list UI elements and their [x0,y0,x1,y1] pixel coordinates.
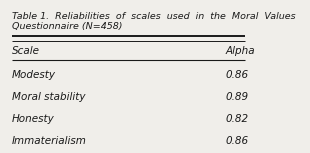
Text: Immaterialism: Immaterialism [11,136,86,146]
Text: 0.86: 0.86 [225,136,248,146]
Text: 0.86: 0.86 [225,71,248,80]
Text: Modesty: Modesty [11,71,55,80]
Text: Alpha: Alpha [225,47,255,56]
Text: Table 1.  Reliabilities  of  scales  used  in  the  Moral  Values
Questionnaire : Table 1. Reliabilities of scales used in… [11,12,295,31]
Text: 0.89: 0.89 [225,92,248,102]
Text: Moral stability: Moral stability [11,92,85,102]
Text: 0.82: 0.82 [225,114,248,124]
Text: Scale: Scale [11,47,40,56]
Text: Honesty: Honesty [11,114,54,124]
